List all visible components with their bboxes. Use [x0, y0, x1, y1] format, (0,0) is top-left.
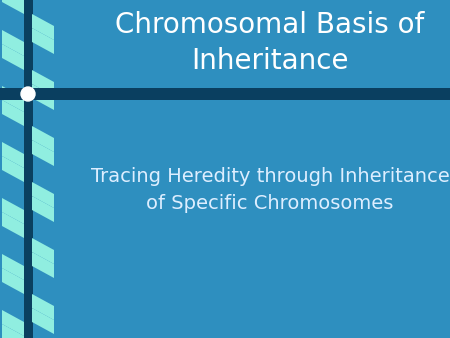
Polygon shape [2, 324, 24, 338]
Polygon shape [32, 14, 54, 40]
Polygon shape [32, 252, 54, 278]
Polygon shape [32, 308, 54, 334]
Polygon shape [2, 142, 24, 168]
Polygon shape [2, 156, 24, 182]
Polygon shape [2, 30, 24, 56]
Polygon shape [32, 84, 54, 110]
Polygon shape [32, 238, 54, 264]
Polygon shape [2, 100, 24, 126]
Circle shape [21, 87, 35, 101]
Polygon shape [32, 294, 54, 320]
Polygon shape [32, 70, 54, 96]
Polygon shape [2, 254, 24, 280]
Polygon shape [2, 198, 24, 224]
Bar [24, 0, 33, 338]
Polygon shape [32, 196, 54, 222]
Polygon shape [32, 182, 54, 208]
Polygon shape [2, 44, 24, 70]
Polygon shape [32, 140, 54, 166]
Polygon shape [2, 310, 24, 336]
Polygon shape [32, 126, 54, 152]
Text: Chromosomal Basis of
Inheritance: Chromosomal Basis of Inheritance [115, 10, 425, 75]
Polygon shape [2, 0, 24, 14]
Polygon shape [2, 86, 24, 112]
Polygon shape [32, 28, 54, 54]
Bar [0, 88, 450, 100]
Polygon shape [2, 268, 24, 294]
Text: Tracing Heredity through Inheritance
of Specific Chromosomes: Tracing Heredity through Inheritance of … [90, 167, 450, 213]
Polygon shape [2, 212, 24, 238]
